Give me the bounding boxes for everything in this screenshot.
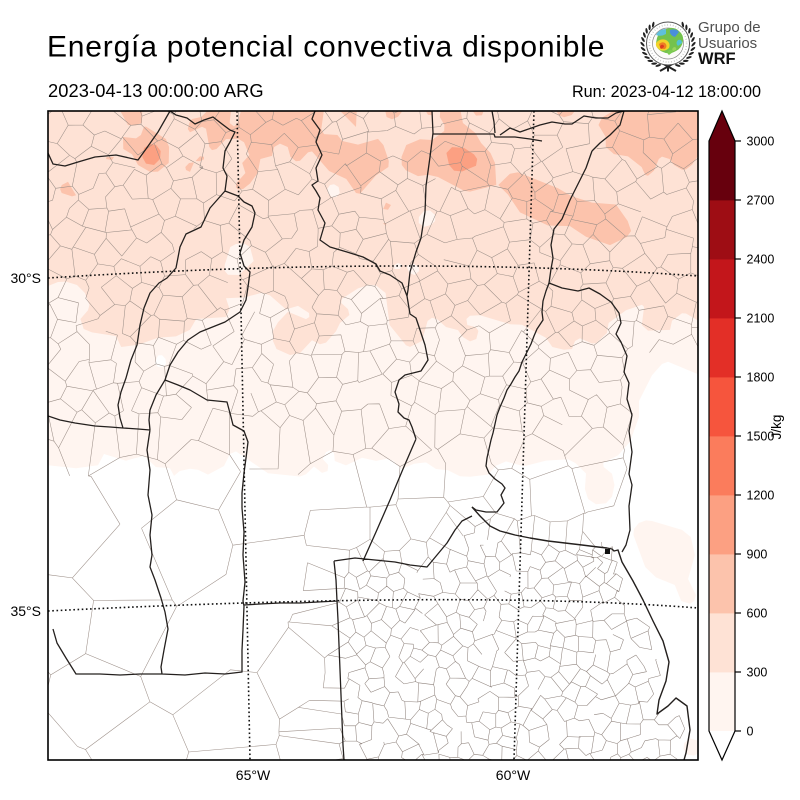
svg-text:35°S: 35°S [10, 603, 41, 619]
svg-text:1200: 1200 [747, 489, 775, 503]
svg-text:J/kg: J/kg [769, 415, 784, 440]
svg-text:60°W: 60°W [496, 767, 531, 783]
svg-text:2700: 2700 [747, 194, 775, 208]
svg-text:30°S: 30°S [10, 270, 41, 286]
svg-text:WRF: WRF [698, 50, 736, 68]
svg-text:900: 900 [747, 548, 768, 562]
svg-text:300: 300 [747, 666, 768, 680]
svg-text:3000: 3000 [747, 135, 775, 149]
svg-text:Run: 2023-04-12 18:00:00: Run: 2023-04-12 18:00:00 [572, 83, 761, 101]
svg-text:2100: 2100 [747, 312, 775, 326]
svg-text:2023-04-13 00:00:00 ARG: 2023-04-13 00:00:00 ARG [48, 80, 264, 101]
svg-text:65°W: 65°W [236, 767, 271, 783]
svg-text:1800: 1800 [747, 371, 775, 385]
svg-text:Energía potencial convectiva d: Energía potencial convectiva disponible [47, 31, 605, 64]
svg-text:Grupo de: Grupo de [698, 19, 761, 36]
svg-text:2400: 2400 [747, 253, 775, 267]
svg-text:1500: 1500 [747, 430, 775, 444]
svg-text:Usuarios: Usuarios [698, 35, 757, 52]
svg-text:0: 0 [747, 725, 754, 739]
svg-text:600: 600 [747, 607, 768, 621]
